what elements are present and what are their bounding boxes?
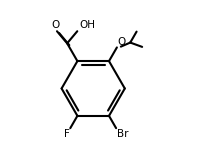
Text: OH: OH	[80, 20, 96, 30]
Text: O: O	[118, 37, 126, 47]
Text: Br: Br	[117, 129, 128, 139]
Text: F: F	[64, 129, 70, 139]
Text: O: O	[51, 20, 60, 30]
